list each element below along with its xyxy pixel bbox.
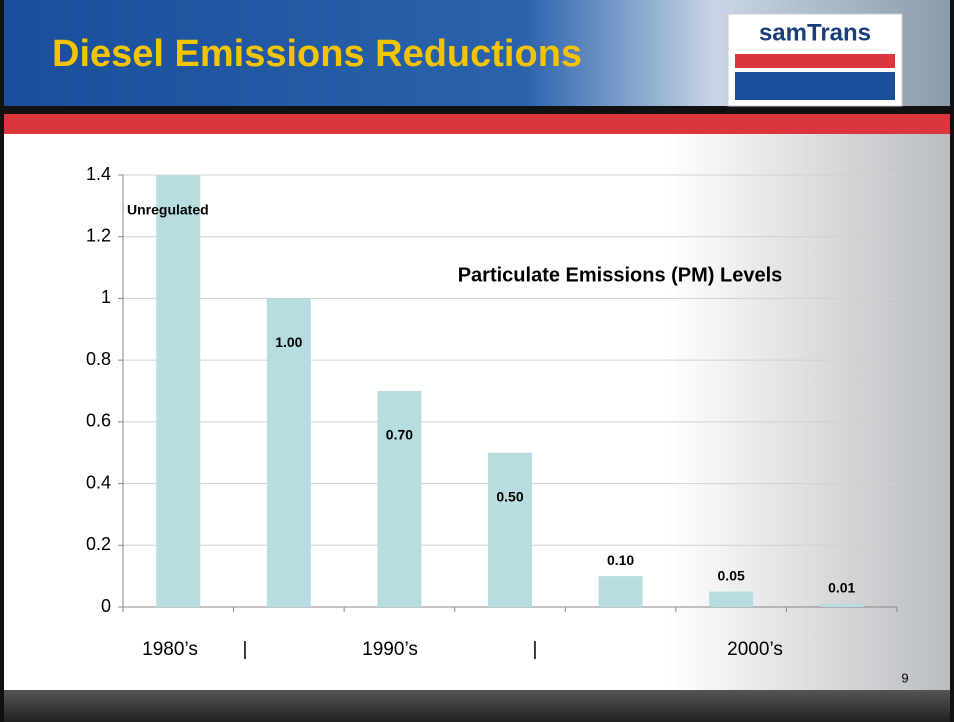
y-tick-label: 1.2 — [86, 225, 111, 245]
frame-left — [0, 0, 4, 722]
value-label: 0.70 — [386, 427, 413, 443]
y-tick-label: 0.4 — [86, 472, 111, 492]
value-label: 0.50 — [496, 488, 523, 504]
chart: Diesel Emissions Reductions samTrans Par… — [0, 0, 954, 722]
bar — [377, 391, 421, 607]
bar — [156, 175, 200, 607]
bar — [488, 453, 532, 607]
bar — [820, 604, 864, 607]
y-tick-label: 1.4 — [86, 164, 111, 184]
period-label: 2000’s — [727, 639, 783, 660]
logo: samTrans — [728, 14, 902, 106]
frame-right — [950, 0, 954, 722]
value-label: 0.10 — [607, 552, 634, 568]
chart-title: Particulate Emissions (PM) Levels — [458, 264, 783, 286]
y-tick-label: 0.8 — [86, 349, 111, 369]
value-label: 0.05 — [718, 567, 745, 583]
bar — [599, 576, 643, 607]
period-label: 1990’s — [362, 639, 418, 660]
y-tick-label: 0.6 — [86, 411, 111, 431]
y-tick-label: 0.2 — [86, 534, 111, 554]
bar — [709, 592, 753, 607]
period-label: 1980’s — [142, 639, 198, 660]
y-tick-label: 1 — [101, 287, 111, 307]
y-tick-label: 0 — [101, 596, 111, 616]
red-band — [0, 114, 954, 134]
value-label: 1.00 — [275, 334, 302, 350]
footer-band — [0, 690, 954, 722]
logo-text: samTrans — [759, 19, 871, 46]
value-label: 0.01 — [828, 580, 855, 596]
page-number: 9 — [901, 670, 908, 685]
slide-title: Diesel Emissions Reductions — [52, 33, 582, 75]
annotation: Unregulated — [127, 202, 209, 218]
header-rule — [0, 106, 954, 114]
slide: Diesel Emissions Reductions samTrans Par… — [0, 0, 954, 722]
period-label: | — [533, 639, 538, 660]
period-label: | — [243, 639, 248, 660]
